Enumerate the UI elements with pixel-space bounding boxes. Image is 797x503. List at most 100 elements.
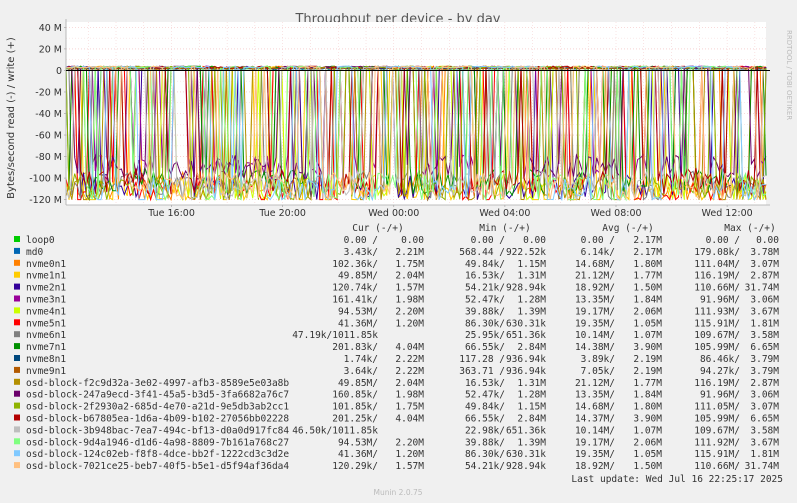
legend-min-write: 1.39M bbox=[517, 306, 546, 317]
legend-cur-write: 2.22M bbox=[395, 366, 424, 377]
legend-max-write: 1.81M bbox=[750, 318, 779, 329]
legend-max-write: 1.81M bbox=[750, 449, 779, 460]
y-tick-label: -60 M bbox=[35, 131, 62, 142]
legend-avg-read: 13.35M/ bbox=[575, 295, 615, 306]
legend-max-read: 115.91M/ bbox=[694, 318, 740, 329]
legend-max-write: 3.78M bbox=[750, 247, 779, 258]
legend-avg-read: 0.00 / bbox=[581, 235, 615, 246]
legend-avg-read: 14.68M/ bbox=[575, 259, 615, 270]
legend-cur-write: 2.20M bbox=[395, 437, 424, 448]
legend-avg-write: 1.07M bbox=[633, 330, 662, 341]
legend-min-read: 25.95k/ bbox=[465, 330, 505, 341]
y-axis-label: Bytes/second read (-) / write (+) bbox=[6, 37, 17, 199]
legend-avg-write: 2.19M bbox=[633, 366, 662, 377]
legend-name: nvme4n1 bbox=[26, 306, 66, 317]
legend-min-read: 49.84k/ bbox=[465, 402, 505, 413]
legend-max-read: 115.91M/ bbox=[694, 449, 740, 460]
legend-max-read: 111.04M/ bbox=[694, 259, 740, 270]
legend-min-read: 0.00 / bbox=[471, 235, 505, 246]
legend-avg-write: 1.77M bbox=[633, 378, 662, 389]
legend-avg-read: 19.35M/ bbox=[575, 318, 615, 329]
legend-avg-write: 1.84M bbox=[633, 295, 662, 306]
legend-header: Avg (-/+) bbox=[602, 223, 653, 234]
legend-avg-read: 21.12M/ bbox=[575, 271, 615, 282]
legend-max-read: 105.99M/ bbox=[694, 342, 740, 353]
legend-swatch bbox=[14, 331, 20, 338]
legend-avg-write: 2.17M bbox=[633, 235, 662, 246]
last-update: Last update: Wed Jul 16 22:25:17 2025 bbox=[571, 474, 783, 485]
legend-min-read: 39.88k/ bbox=[465, 437, 505, 448]
legend-cur-write: 2.22M bbox=[395, 354, 424, 365]
legend-cur-write: 4.04M bbox=[395, 342, 424, 353]
legend-cur-write: 2.21M bbox=[395, 247, 424, 258]
legend-max-read: 116.19M/ bbox=[694, 271, 740, 282]
legend-min-write: 0.00 bbox=[523, 235, 546, 246]
legend-cur-read: 120.29k/ bbox=[332, 461, 378, 472]
legend-swatch bbox=[14, 402, 20, 409]
legend-max-read: 109.67M/ bbox=[694, 330, 740, 341]
legend-cur-read: 94.53M/ bbox=[338, 437, 378, 448]
legend-avg-write: 3.90M bbox=[633, 342, 662, 353]
legend-name: nvme0n1 bbox=[26, 259, 66, 270]
legend-avg-write: 1.05M bbox=[633, 318, 662, 329]
legend-name: nvme1n1 bbox=[26, 271, 66, 282]
legend-avg-write: 2.06M bbox=[633, 437, 662, 448]
legend-max-read: 91.96M/ bbox=[700, 390, 740, 401]
legend-min-write: 651.36k bbox=[506, 330, 546, 341]
legend-avg-read: 14.68M/ bbox=[575, 402, 615, 413]
legend-cur-read: 41.36M/ bbox=[338, 318, 378, 329]
legend-min-read: 16.53k/ bbox=[465, 378, 505, 389]
legend-swatch bbox=[14, 450, 20, 457]
x-tick-label: Wed 08:00 bbox=[590, 208, 641, 219]
legend-cur-write: 2.04M bbox=[395, 271, 424, 282]
y-tick-label: -20 M bbox=[35, 87, 62, 98]
legend-max-write: 6.65M bbox=[750, 342, 779, 353]
legend-name: osd-block-2f2930a2-685d-4e70-a21d-9e5db3… bbox=[26, 402, 289, 413]
legend-min-read: 568.44 / bbox=[459, 247, 505, 258]
legend-cur-write: 1.75M bbox=[395, 402, 424, 413]
legend-avg-read: 18.92M/ bbox=[575, 461, 615, 472]
legend-max-write: 3.58M bbox=[750, 330, 779, 341]
legend-max-write: 3.79M bbox=[750, 366, 779, 377]
x-tick-label: Wed 12:00 bbox=[702, 208, 753, 219]
y-tick-label: -80 M bbox=[35, 152, 62, 163]
legend-name: osd-block-124c02eb-f8f8-4dce-bb2f-1222cd… bbox=[26, 449, 289, 460]
rrdtool-credit: RRDTOOL / TOBI OETIKER bbox=[785, 30, 793, 120]
legend-cur-read: 1.74k/ bbox=[344, 354, 378, 365]
legend-max-read: 94.27k/ bbox=[700, 366, 740, 377]
legend-avg-read: 19.17M/ bbox=[575, 306, 615, 317]
series-line-osd-block-7021ce25-beb7-40f5-b5e1-d5f94af36da4 bbox=[65, 65, 767, 202]
legend-min-read: 52.47k/ bbox=[465, 295, 505, 306]
legend-min-read: 117.28 / bbox=[459, 354, 505, 365]
legend-max-read: 116.19M/ bbox=[694, 378, 740, 389]
legend-min-read: 363.71 / bbox=[459, 366, 505, 377]
legend-avg-write: 2.17M bbox=[633, 247, 662, 258]
legend-avg-read: 18.92M/ bbox=[575, 283, 615, 294]
legend-cur-write: 1.20M bbox=[395, 318, 424, 329]
legend-cur-read: 120.74k/ bbox=[332, 283, 378, 294]
legend-avg-write: 1.50M bbox=[633, 461, 662, 472]
x-tick-label: Tue 16:00 bbox=[147, 208, 195, 219]
legend-max-write: 3.07M bbox=[750, 259, 779, 270]
legend-min-write: 1.28M bbox=[517, 295, 546, 306]
legend-cur-read: 49.85M/ bbox=[338, 271, 378, 282]
legend-name: osd-block-b67805ea-1d6a-4b09-b102-27056b… bbox=[26, 414, 289, 425]
legend-cur-write: 2.20M bbox=[395, 306, 424, 317]
legend-swatch bbox=[14, 414, 20, 421]
legend-name: osd-block-f2c9d32a-3e02-4997-afb3-8589e5… bbox=[26, 378, 289, 389]
legend-avg-read: 10.14M/ bbox=[575, 330, 615, 341]
legend-cur-read: 41.36M/ bbox=[338, 449, 378, 460]
legend-cur-write: 1.57M bbox=[395, 461, 424, 472]
legend-swatch bbox=[14, 378, 20, 385]
legend-name: osd-block-7021ce25-beb7-40f5-b5e1-d5f94a… bbox=[26, 461, 289, 472]
legend-cur-write: 0.00 bbox=[401, 235, 424, 246]
legend-name: nvme9n1 bbox=[26, 366, 66, 377]
legend-max-read: 0.00 / bbox=[706, 235, 740, 246]
legend-max-read: 110.66M/ bbox=[694, 461, 740, 472]
legend-max-write: 0.00 bbox=[756, 235, 779, 246]
y-tick-label: -120 M bbox=[29, 195, 62, 206]
legend-min-write: 2.84M bbox=[517, 414, 546, 425]
legend-swatch bbox=[14, 247, 20, 254]
legend-max-write: 6.65M bbox=[750, 414, 779, 425]
